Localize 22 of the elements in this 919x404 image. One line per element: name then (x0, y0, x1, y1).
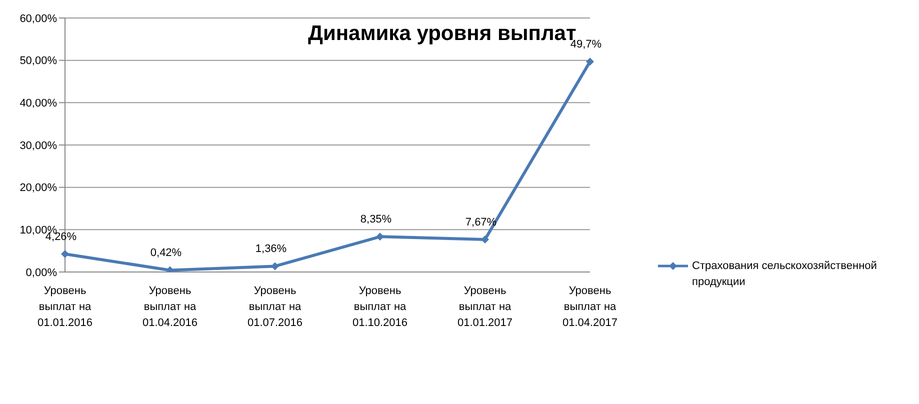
data-label: 0,42% (150, 247, 182, 260)
x-tick-label: Уровень выплат на 01.01.2017 (457, 285, 513, 329)
data-label: 49,7% (570, 38, 602, 51)
x-tick-label: Уровень выплат на 01.04.2017 (562, 285, 618, 329)
x-tick-label: Уровень выплат на 01.10.2016 (352, 285, 408, 329)
y-tick-label: 20,00% (20, 182, 58, 194)
point (271, 262, 279, 270)
data-label: 1,36% (255, 243, 287, 256)
legend-label: Страхования сельскохозяйственной продукции (692, 259, 878, 290)
point (376, 232, 384, 241)
x-tick-label: Уровень выплат на 01.04.2016 (142, 285, 198, 329)
data-label: 8,35% (360, 214, 392, 226)
point (61, 250, 69, 258)
y-tick-label: 60,00% (20, 12, 58, 25)
y-tick-label: 40,00% (20, 98, 58, 110)
y-tick-label: 0,00% (26, 266, 58, 279)
y-tick-label: 50,00% (20, 55, 58, 68)
x-tick-label: Уровень выплат на 01.07.2016 (247, 285, 303, 329)
point (586, 58, 594, 66)
x-tick-label: Уровень выплат на 01.01.2016 (37, 285, 93, 329)
point (481, 236, 489, 244)
y-tick-label: 30,00% (20, 140, 58, 152)
